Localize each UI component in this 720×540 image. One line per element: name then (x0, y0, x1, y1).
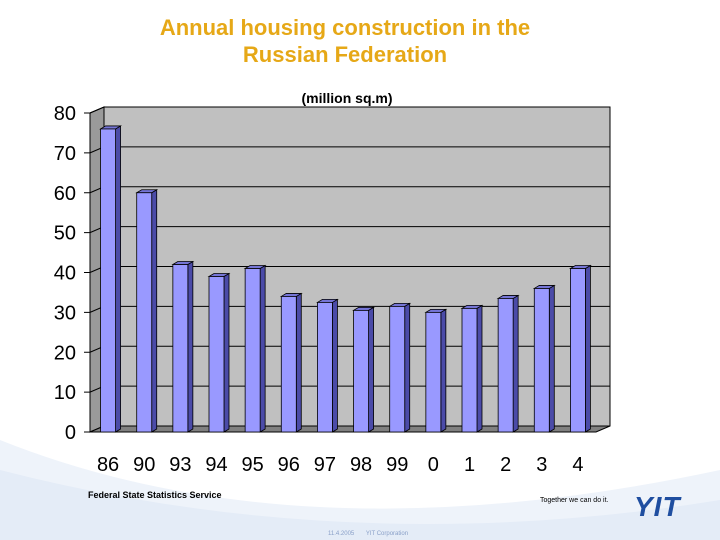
bar-side (476, 304, 483, 433)
x-tick-label: 93 (169, 454, 191, 476)
slogan: Together we can do it. (540, 497, 609, 504)
bar (244, 268, 261, 433)
chart-title-line2: Russian Federation (242, 42, 448, 67)
bar-side (187, 260, 194, 433)
y-tick-label: 20 (54, 342, 76, 364)
bar-side (223, 272, 230, 433)
chart-title: Annual housing construction in the Russi… (60, 14, 630, 68)
bar (461, 307, 478, 433)
bar-side (368, 306, 374, 433)
bar-side (259, 264, 266, 433)
x-tick-label: 4 (572, 454, 583, 476)
bar (208, 276, 225, 433)
footer-company: YIT Corporation (365, 531, 409, 537)
x-tick-label: 2 (500, 454, 511, 476)
bar-side (440, 308, 447, 433)
x-tick-label: 97 (314, 454, 336, 476)
bar-side (404, 302, 411, 433)
bar (172, 264, 189, 433)
y-tick-label: 60 (54, 183, 76, 205)
bar (425, 311, 442, 433)
y-tick-label: 70 (54, 143, 76, 165)
bar (280, 296, 297, 433)
y-tick-label: 30 (54, 302, 76, 324)
x-tick-label: 3 (536, 454, 547, 476)
x-tick-label: 86 (97, 454, 119, 476)
bar-side (295, 292, 302, 433)
bar (570, 268, 586, 433)
bar (353, 309, 369, 433)
source-note: Federal State Statistics Service (88, 490, 222, 500)
bar-side (115, 125, 121, 433)
bar-side (548, 284, 555, 433)
x-tick-label: 99 (386, 454, 408, 476)
y-tick-label: 10 (54, 382, 76, 404)
y-tick-label: 40 (54, 263, 76, 285)
y-tick-label: 0 (65, 422, 76, 444)
x-tick-label: 1 (464, 454, 475, 476)
x-tick-label: 96 (278, 454, 300, 476)
footer-date: 11.4.2005 (328, 531, 355, 537)
x-tick-label: 0 (428, 454, 439, 476)
bar-side (151, 189, 158, 433)
bar (136, 192, 153, 433)
bar (389, 305, 406, 433)
plot-floor (89, 425, 611, 433)
x-tick-label: 95 (242, 454, 264, 476)
bar-side (332, 298, 338, 433)
bar (317, 302, 333, 433)
x-tick-label: 94 (205, 454, 227, 476)
x-tick-label: 90 (133, 454, 155, 476)
bar (497, 298, 514, 433)
y-tick-label: 50 (54, 223, 76, 245)
bar-side (512, 294, 519, 433)
chart-title-line1: Annual housing construction in the (159, 15, 531, 40)
yit-logo: YIT (634, 491, 681, 522)
y-tick-label: 80 (54, 103, 76, 125)
x-tick-label: 98 (350, 454, 372, 476)
bar (100, 128, 116, 433)
chart-subtitle: (million sq.m) (302, 90, 393, 106)
gridline (89, 106, 610, 114)
bar-side (585, 264, 591, 433)
footer-meta: 11.4.2005 YIT Corporation (328, 531, 418, 537)
bar (533, 288, 550, 433)
